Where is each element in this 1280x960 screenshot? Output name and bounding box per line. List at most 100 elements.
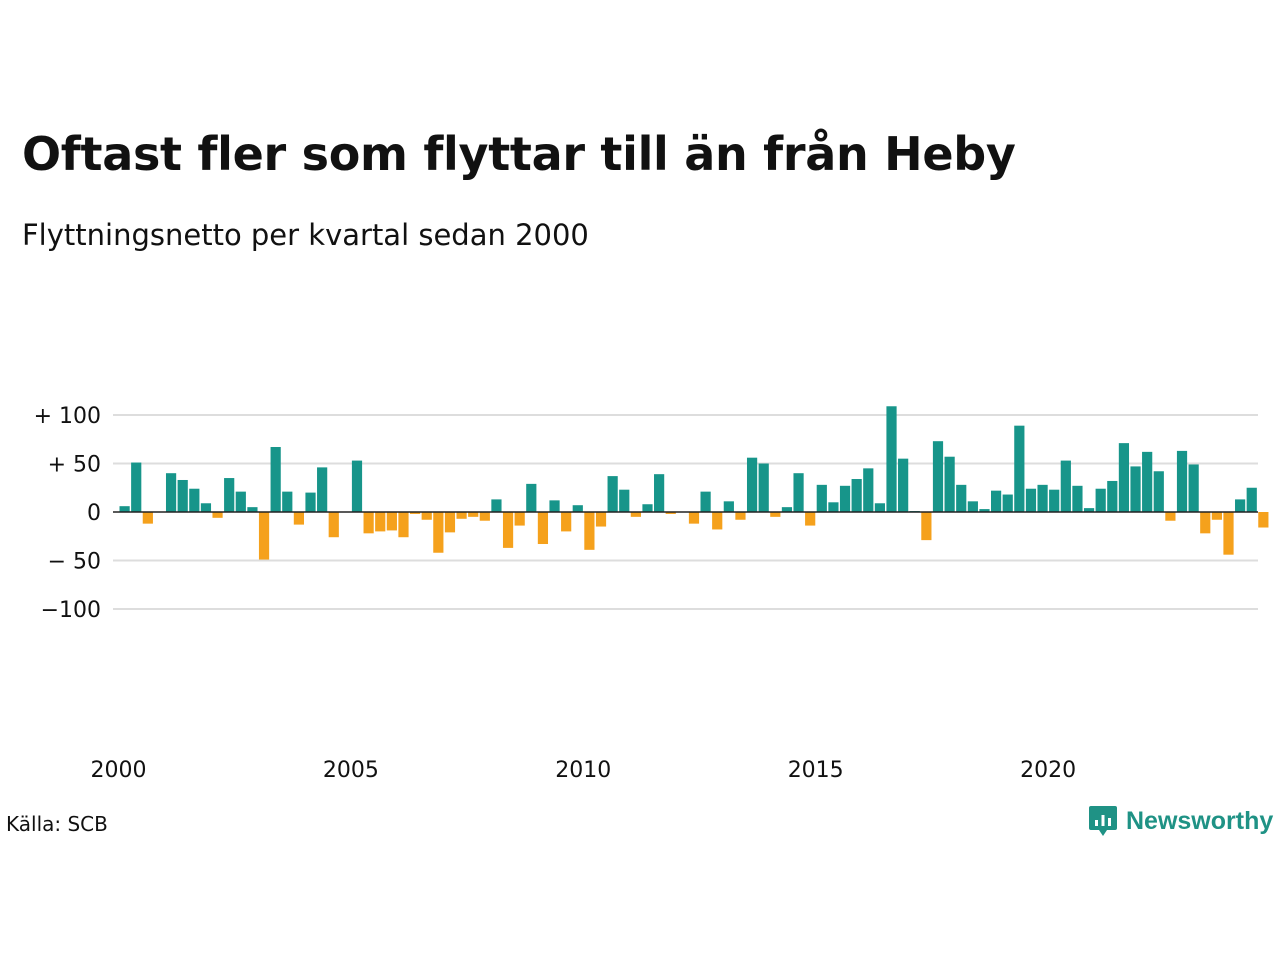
bar-2000-Q3 xyxy=(142,512,153,524)
bar-2001-Q1 xyxy=(165,473,177,512)
bar-2012-Q3 xyxy=(700,491,711,512)
bar-2017-Q3 xyxy=(932,441,944,512)
bar-2003-Q3 xyxy=(282,491,293,512)
bar-2008-Q3 xyxy=(514,512,525,526)
bar-2012-Q4 xyxy=(712,512,723,530)
x-tick-label: 2000 xyxy=(91,758,147,783)
bar-2001-Q4 xyxy=(200,503,212,512)
source-note: Källa: SCB xyxy=(6,812,108,836)
bar-2004-Q3 xyxy=(328,512,339,538)
bar-2005-Q2 xyxy=(363,512,374,534)
y-tick-label: −100 xyxy=(41,598,101,623)
brand-name: Newsworthy xyxy=(1126,806,1274,835)
bar-2020-Q2 xyxy=(1060,460,1071,512)
bar-2002-Q1 xyxy=(212,512,223,518)
bar-2016-Q4 xyxy=(898,458,909,512)
y-tick-label: 0 xyxy=(87,501,101,526)
bar-2019-Q3 xyxy=(1025,488,1037,512)
bar-2010-Q3 xyxy=(607,476,618,512)
bar-2011-Q2 xyxy=(642,504,653,512)
bar-2007-Q4 xyxy=(479,512,490,521)
bar-2006-Q4 xyxy=(433,512,444,553)
bar-2003-Q1 xyxy=(258,512,270,560)
bar-2013-Q3 xyxy=(746,457,758,512)
bar-2008-Q1 xyxy=(491,499,502,512)
bar-2002-Q2 xyxy=(224,478,235,512)
bar-2013-Q1 xyxy=(723,501,734,512)
bar-2012-Q2 xyxy=(688,512,700,524)
x-tick-label: 2020 xyxy=(1020,758,1076,783)
bar-2003-Q4 xyxy=(293,512,304,525)
bar-2015-Q1 xyxy=(816,484,827,512)
bar-2021-Q1 xyxy=(1095,488,1106,512)
newsworthy-logo-icon xyxy=(1089,806,1117,836)
bar-2006-Q3 xyxy=(421,512,432,520)
bar-2022-Q2 xyxy=(1153,471,1164,512)
bar-2001-Q3 xyxy=(189,488,200,512)
bar-2018-Q2 xyxy=(967,501,978,512)
bar-2016-Q2 xyxy=(874,503,885,512)
bar-2019-Q2 xyxy=(1014,425,1025,512)
bar-2005-Q4 xyxy=(386,512,397,531)
bar-2021-Q3 xyxy=(1118,443,1130,512)
chart-subtitle: Flyttningsnetto per kvartal sedan 2000 xyxy=(22,218,589,252)
bar-2009-Q2 xyxy=(549,500,560,512)
bar-2002-Q3 xyxy=(235,491,246,512)
bar-2010-Q1 xyxy=(584,512,595,550)
bar-2007-Q1 xyxy=(444,512,456,533)
bar-2016-Q3 xyxy=(886,406,897,512)
bar-2014-Q1 xyxy=(770,512,781,517)
y-axis-ticks: + 100 + 50 0 − 50 −100 xyxy=(34,404,101,623)
y-tick-label: − 50 xyxy=(48,550,101,575)
bar-2002-Q4 xyxy=(247,507,258,512)
bar-2001-Q2 xyxy=(177,479,188,512)
bar-2015-Q3 xyxy=(839,485,851,512)
bar-2017-Q2 xyxy=(921,512,932,541)
bars xyxy=(119,406,1269,560)
bar-2019-Q1 xyxy=(1002,494,1013,512)
bar-chart: + 100 + 50 0 − 50 −100 2000 2005 2010 2015 2020 xyxy=(34,404,1269,783)
bar-2019-Q4 xyxy=(1037,484,1048,512)
bar-2006-Q1 xyxy=(398,512,409,538)
bar-2006-Q2 xyxy=(410,512,421,514)
bar-2014-Q2 xyxy=(781,507,793,512)
bar-2015-Q2 xyxy=(828,502,839,512)
bar-2011-Q3 xyxy=(654,474,665,512)
bar-2011-Q4 xyxy=(665,512,676,514)
bar-2024-Q3 xyxy=(1258,512,1269,528)
x-tick-label: 2010 xyxy=(555,758,611,783)
bar-2007-Q2 xyxy=(456,512,467,519)
bar-2007-Q3 xyxy=(468,512,479,517)
bar-2009-Q3 xyxy=(561,512,572,532)
bar-2011-Q1 xyxy=(630,512,641,517)
bar-2020-Q1 xyxy=(1049,489,1060,512)
bar-2022-Q3 xyxy=(1165,512,1176,521)
bar-2023-Q2 xyxy=(1200,512,1211,534)
brand-logo: Newsworthy xyxy=(1088,804,1273,838)
bar-2014-Q3 xyxy=(793,473,804,512)
bar-2020-Q4 xyxy=(1083,508,1095,512)
x-axis-ticks: 2000 2005 2010 2015 2020 xyxy=(91,758,1077,783)
y-tick-label: + 50 xyxy=(48,453,101,478)
bar-2000-Q2 xyxy=(131,462,142,512)
bar-2015-Q4 xyxy=(851,479,862,512)
chart-title: Oftast fler som flyttar till än från Heb… xyxy=(22,127,1016,181)
bar-2014-Q4 xyxy=(805,512,816,526)
bar-2003-Q2 xyxy=(270,447,281,512)
bar-2017-Q4 xyxy=(944,456,955,512)
bar-2018-Q4 xyxy=(991,490,1002,512)
bar-2009-Q4 xyxy=(572,505,583,512)
bar-2013-Q4 xyxy=(758,463,769,512)
bar-2021-Q4 xyxy=(1130,466,1141,512)
bar-2010-Q2 xyxy=(595,512,607,527)
bar-2004-Q2 xyxy=(317,467,328,512)
bar-2013-Q2 xyxy=(735,512,746,520)
bar-2022-Q1 xyxy=(1142,451,1153,512)
x-tick-label: 2015 xyxy=(788,758,844,783)
bar-2024-Q2 xyxy=(1246,487,1257,512)
bar-2021-Q2 xyxy=(1107,480,1118,512)
bar-2018-Q3 xyxy=(979,509,990,512)
bar-2023-Q1 xyxy=(1188,464,1199,512)
x-tick-label: 2005 xyxy=(323,758,379,783)
y-tick-label: + 100 xyxy=(34,404,101,429)
